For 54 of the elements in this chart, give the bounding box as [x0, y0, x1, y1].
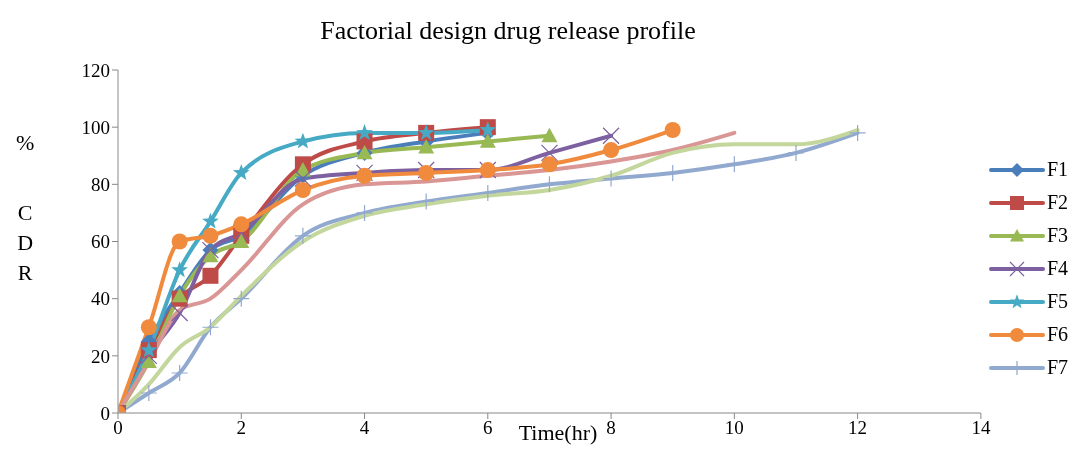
point [479, 133, 496, 148]
point [418, 139, 435, 154]
y-tick-label: 80 [91, 174, 110, 196]
point [171, 364, 189, 382]
point [171, 304, 189, 322]
point [602, 127, 620, 145]
y-tick-label: 20 [91, 345, 110, 367]
point [171, 261, 188, 278]
point [202, 212, 219, 229]
point [232, 164, 250, 181]
y-tick-label: 40 [91, 288, 110, 310]
point [232, 290, 250, 308]
x-tick-label: 14 [971, 417, 991, 439]
point [664, 122, 681, 139]
point [140, 319, 157, 336]
point [849, 124, 867, 142]
y-tick-label: 100 [81, 116, 110, 138]
point [233, 233, 250, 248]
point [541, 156, 558, 173]
point [541, 127, 558, 143]
legend-label: F4 [1046, 257, 1068, 280]
x-tick-label: 4 [359, 417, 370, 439]
legend-label: F3 [1046, 224, 1068, 247]
chart-title: Factorial design drug release profile [319, 16, 697, 46]
legend-label: F7 [1046, 356, 1068, 379]
legend-label: F1 [1046, 158, 1068, 181]
text: % CDR [16, 130, 35, 285]
y-tick-label: 120 [81, 59, 110, 81]
point [140, 384, 158, 402]
x-tick-label: 8 [606, 417, 616, 439]
x-tick-label: 10 [724, 417, 744, 439]
point [202, 227, 219, 244]
x-tick-label: 12 [848, 417, 868, 439]
point [171, 233, 188, 250]
point [603, 142, 620, 159]
point [356, 124, 373, 140]
legend-label: F2 [1046, 191, 1068, 214]
point [233, 216, 250, 233]
x-tick-label: 2 [236, 417, 247, 439]
point [355, 204, 374, 222]
legend-label: F6 [1046, 323, 1068, 346]
point [294, 182, 311, 199]
x-axis-title: Time(hr) [518, 420, 598, 445]
legend-label: F5 [1046, 290, 1068, 313]
point [140, 353, 157, 368]
point [201, 318, 220, 336]
point [140, 347, 158, 365]
y-tick-label: 60 [91, 231, 110, 253]
point [294, 227, 312, 245]
point [294, 170, 312, 188]
x-tick-label: 6 [483, 417, 493, 439]
point [202, 267, 219, 284]
point [540, 144, 559, 162]
y-tick-label: 0 [100, 402, 110, 424]
